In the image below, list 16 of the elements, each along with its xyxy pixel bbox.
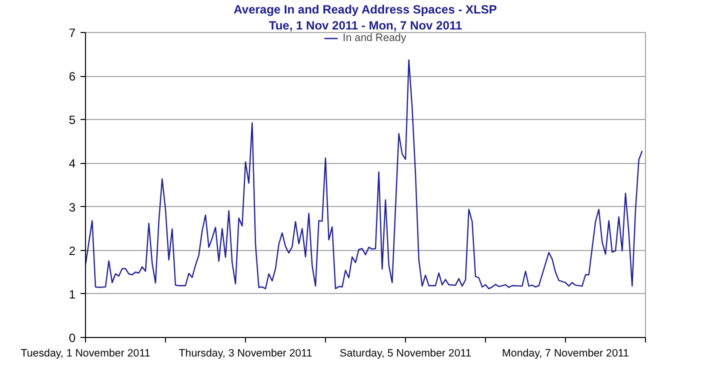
y-tick-label: 7	[68, 26, 76, 40]
x-tick-label: Tuesday, 1 November 2011	[20, 348, 150, 360]
chart-title: Average In and Ready Address Spaces - XLSP	[234, 2, 497, 16]
x-tick-label: Thursday, 3 November 2011	[178, 348, 312, 360]
y-tick-label: 6	[68, 70, 76, 84]
x-tick-label: Saturday, 5 November 2011	[340, 348, 472, 360]
y-tick-label: 2	[68, 244, 76, 258]
y-tick-label: 1	[68, 287, 76, 302]
line-series	[86, 59, 643, 290]
legend-label: In and Ready	[342, 32, 406, 44]
y-tick-label: 4	[68, 156, 76, 171]
y-tick-label: 3	[68, 200, 76, 214]
y-tick-label: 5	[68, 113, 76, 128]
chart-subtitle: Tue, 1 Nov 2011 - Mon, 7 Nov 2011	[268, 18, 462, 32]
x-tick-label: Monday, 7 November 2011	[502, 348, 630, 360]
y-tick-label: 0	[68, 331, 76, 345]
